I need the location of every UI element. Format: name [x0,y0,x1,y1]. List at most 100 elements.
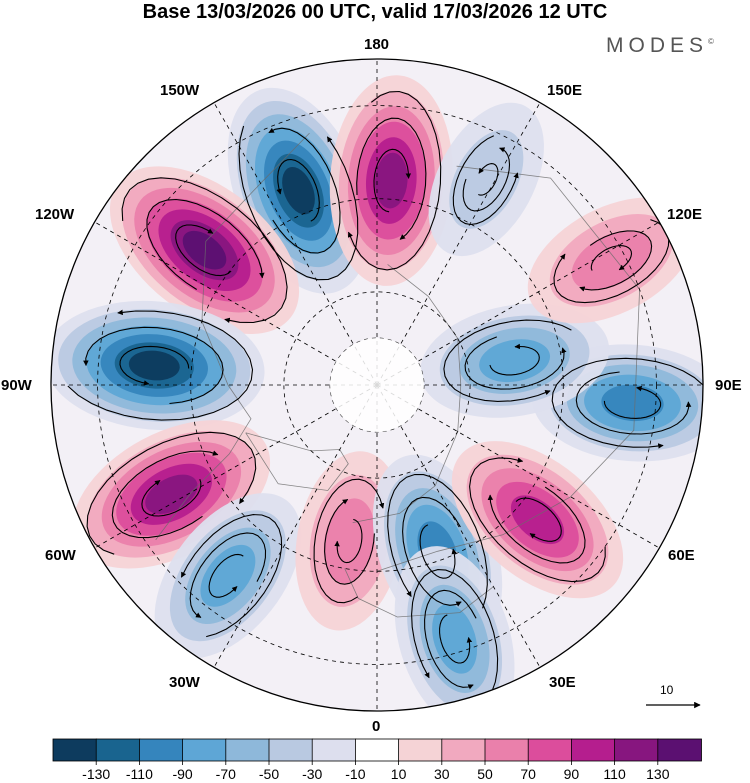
colorbar-tick-label: 10 [390,766,407,782]
lon-label-150w: 150W [160,82,200,99]
streamline [590,245,633,271]
colorbar-tick-label: -10 [345,766,366,782]
colorbar-tick-label: -30 [302,766,323,782]
anomaly-neg-canada [51,300,265,431]
anomaly-contour [282,166,315,215]
streamline [373,148,412,213]
anomaly-neg-atlantic [154,493,302,659]
colorbar-swatch [268,738,314,762]
streamline [575,371,692,435]
colorbar-swatch [311,738,357,762]
streamline [238,125,359,281]
colorbar-tick-label: -130 [82,766,111,782]
streamline [141,479,202,517]
anomaly-neg-kara [420,303,610,418]
colorbar-swatch [441,738,486,762]
coastline [155,132,310,541]
streamline [469,457,606,583]
streamline [402,496,462,607]
brand-mark: © [708,37,714,46]
latitude-circle [283,291,471,479]
colorbar-tick-label: 70 [520,766,536,782]
colorbar-swatch [52,738,98,762]
colorbar [52,738,702,765]
streamline [180,514,283,638]
meridian [376,102,541,386]
streamline [268,127,341,254]
anomaly-neg-siberia [532,344,703,462]
anomaly-contour [375,152,408,209]
colorbar-tick-label: -90 [172,766,193,782]
streamline [111,450,219,539]
latitude-circle [97,105,657,665]
meridian [94,384,378,549]
anomaly-contour [479,339,551,383]
streamline [443,319,572,402]
anomaly-pos-east-asia [527,197,696,324]
colorbar-swatch [657,738,702,762]
meridian [213,102,378,386]
streamline [208,553,244,598]
streamline [462,147,511,212]
meridian [376,384,541,668]
streamline [439,614,473,664]
streamline [175,224,232,277]
anomaly-contour [182,230,227,270]
streamline [464,336,567,390]
lon-label-60e: 60E [668,547,695,564]
lon-label-0: 0 [372,718,381,735]
meridian [376,221,660,386]
colorbar-swatch [484,738,530,762]
colorbar-tick-label: -70 [215,766,236,782]
anomaly-contour [200,544,256,607]
streamline [411,569,499,692]
colorbar-swatch [398,738,443,762]
streamline [419,524,457,579]
colorbar-tick-label: 110 [603,766,626,782]
anomaly-pos-bering [329,75,453,286]
streamline [146,198,265,290]
streamline [324,498,375,585]
map-title: Base 13/03/2026 00 UTC, valid 17/03/2026… [142,1,608,23]
streamline [334,518,363,564]
streamline [67,309,254,421]
streamline [313,478,385,604]
lon-label-120w: 120W [35,206,75,223]
meridian [94,221,378,386]
colorbar-tick-label: -110 [125,766,153,782]
colorbar-tick-label: 90 [563,766,580,782]
streamline [189,532,267,618]
wind-streamlines [67,90,703,692]
colorbar-tick-labels: -130 -110 -90 -70 -50 -30 -10 10 30 50 70 90 110 130 [0,763,750,783]
colorbar-swatch [95,738,141,762]
anomaly-neg-europe [394,546,515,711]
brand-name: MODES [606,34,709,57]
lon-label-120e: 120E [667,206,703,223]
colorbar-tick-label: 50 [477,766,493,782]
anomaly-contour [571,230,652,291]
streamline [487,486,586,564]
lon-label-180: 180 [364,36,390,53]
anomaly-contour [128,350,180,381]
colorbar-tick-label: 130 [646,766,670,782]
colorbar-swatch [138,738,184,762]
anomaly-contour [601,384,664,422]
lon-label-150e: 150E [547,82,583,99]
coastline [352,264,462,523]
streamline [424,589,477,690]
meridian [376,384,660,549]
streamline [356,117,427,240]
streamline [121,177,288,324]
colorbar-swatch [571,738,616,762]
anomaly-contour [449,130,524,229]
anomaly-contour [323,498,376,584]
colorbar-swatch [354,738,400,762]
streamline [551,357,703,449]
coastline [344,568,494,618]
colorbar-swatch [527,738,573,762]
streamline [86,431,257,555]
lon-label-90e: 90E [715,377,742,394]
lon-label-30w: 30W [169,674,200,691]
streamline [347,90,442,271]
